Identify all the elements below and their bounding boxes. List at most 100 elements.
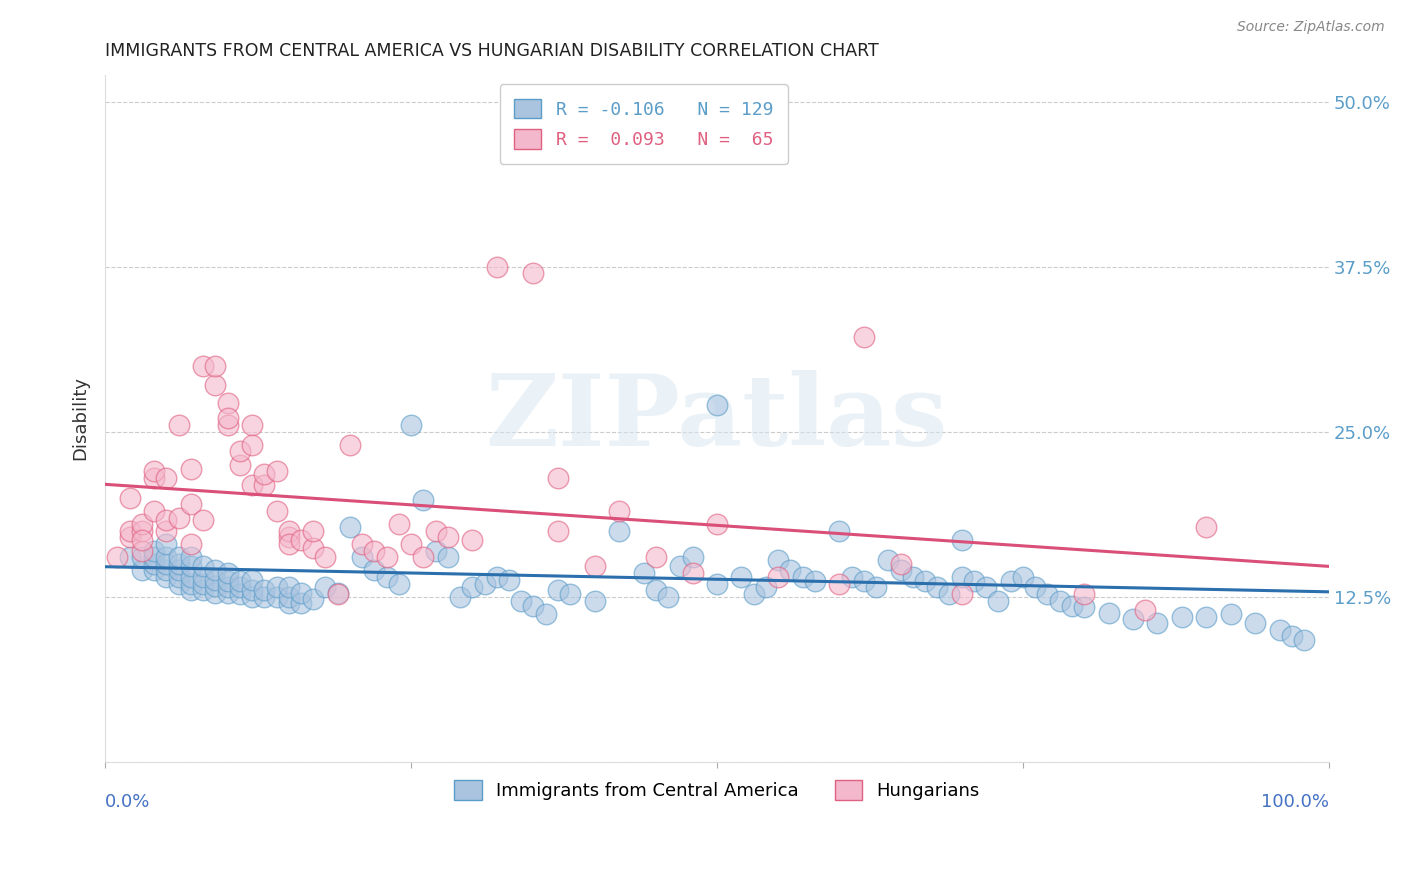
- Point: [1060, 599, 1083, 613]
- Point: [167, 576, 190, 591]
- Point: [644, 583, 666, 598]
- Point: [155, 557, 177, 571]
- Point: [1146, 616, 1168, 631]
- Point: [485, 570, 508, 584]
- Point: [217, 581, 239, 595]
- Point: [852, 329, 875, 343]
- Point: [191, 559, 214, 574]
- Point: [950, 533, 973, 547]
- Point: [253, 477, 276, 491]
- Point: [974, 581, 997, 595]
- Point: [217, 586, 239, 600]
- Point: [302, 524, 325, 538]
- Point: [987, 593, 1010, 607]
- Point: [352, 537, 374, 551]
- Point: [180, 550, 202, 565]
- Point: [167, 510, 190, 524]
- Text: IMMIGRANTS FROM CENTRAL AMERICA VS HUNGARIAN DISABILITY CORRELATION CHART: IMMIGRANTS FROM CENTRAL AMERICA VS HUNGA…: [105, 42, 879, 60]
- Point: [449, 590, 471, 604]
- Point: [522, 599, 544, 613]
- Point: [865, 581, 887, 595]
- Point: [277, 581, 299, 595]
- Point: [240, 418, 263, 433]
- Text: 0.0%: 0.0%: [105, 793, 150, 811]
- Point: [1294, 633, 1316, 648]
- Point: [314, 581, 336, 595]
- Point: [229, 581, 252, 595]
- Point: [167, 570, 190, 584]
- Point: [950, 587, 973, 601]
- Point: [399, 537, 422, 551]
- Point: [204, 579, 226, 593]
- Point: [290, 596, 312, 610]
- Point: [107, 550, 129, 565]
- Point: [277, 596, 299, 610]
- Point: [155, 471, 177, 485]
- Point: [1073, 587, 1095, 601]
- Point: [706, 398, 728, 412]
- Point: [682, 566, 704, 580]
- Point: [191, 513, 214, 527]
- Point: [266, 581, 288, 595]
- Point: [510, 593, 533, 607]
- Point: [1268, 623, 1291, 637]
- Point: [167, 418, 190, 433]
- Point: [375, 550, 398, 565]
- Point: [302, 541, 325, 555]
- Point: [204, 573, 226, 587]
- Point: [266, 504, 288, 518]
- Point: [229, 587, 252, 601]
- Point: [485, 260, 508, 274]
- Point: [889, 557, 911, 571]
- Point: [167, 563, 190, 577]
- Text: 100.0%: 100.0%: [1261, 793, 1329, 811]
- Point: [1000, 574, 1022, 588]
- Point: [191, 359, 214, 373]
- Point: [461, 533, 484, 547]
- Point: [326, 587, 349, 601]
- Point: [901, 570, 924, 584]
- Point: [1036, 587, 1059, 601]
- Point: [217, 566, 239, 580]
- Point: [131, 543, 153, 558]
- Point: [436, 550, 458, 565]
- Point: [131, 550, 153, 565]
- Point: [339, 520, 361, 534]
- Point: [474, 576, 496, 591]
- Point: [1195, 520, 1218, 534]
- Point: [191, 583, 214, 598]
- Point: [657, 590, 679, 604]
- Point: [143, 563, 166, 577]
- Point: [914, 574, 936, 588]
- Point: [547, 583, 569, 598]
- Point: [706, 576, 728, 591]
- Point: [950, 570, 973, 584]
- Point: [560, 587, 582, 601]
- Point: [118, 530, 141, 544]
- Point: [425, 543, 447, 558]
- Point: [229, 458, 252, 472]
- Point: [547, 471, 569, 485]
- Point: [180, 583, 202, 598]
- Point: [118, 524, 141, 538]
- Point: [326, 586, 349, 600]
- Legend: Immigrants from Central America, Hungarians: Immigrants from Central America, Hungari…: [440, 765, 994, 814]
- Point: [607, 524, 630, 538]
- Point: [143, 464, 166, 478]
- Point: [706, 517, 728, 532]
- Point: [436, 530, 458, 544]
- Point: [877, 553, 900, 567]
- Point: [131, 533, 153, 547]
- Point: [155, 570, 177, 584]
- Point: [240, 583, 263, 598]
- Point: [363, 563, 385, 577]
- Point: [742, 587, 765, 601]
- Point: [388, 517, 411, 532]
- Point: [277, 537, 299, 551]
- Point: [363, 543, 385, 558]
- Text: ZIPatlas: ZIPatlas: [485, 370, 948, 467]
- Point: [669, 559, 692, 574]
- Point: [240, 477, 263, 491]
- Point: [118, 550, 141, 565]
- Y-axis label: Disability: Disability: [72, 376, 89, 460]
